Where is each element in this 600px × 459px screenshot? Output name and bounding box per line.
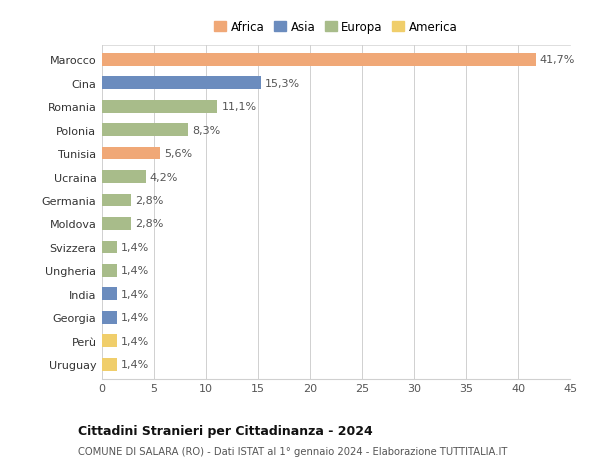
Text: 1,4%: 1,4% bbox=[121, 242, 149, 252]
Text: 1,4%: 1,4% bbox=[121, 336, 149, 346]
Bar bbox=[102, 54, 536, 67]
Bar bbox=[102, 147, 160, 160]
Text: 1,4%: 1,4% bbox=[121, 359, 149, 369]
Bar bbox=[102, 335, 116, 347]
Bar bbox=[102, 77, 261, 90]
Bar bbox=[102, 241, 116, 254]
Text: 41,7%: 41,7% bbox=[540, 55, 575, 65]
Text: 4,2%: 4,2% bbox=[150, 172, 178, 182]
Bar bbox=[102, 264, 116, 277]
Text: Cittadini Stranieri per Cittadinanza - 2024: Cittadini Stranieri per Cittadinanza - 2… bbox=[78, 425, 373, 437]
Text: 1,4%: 1,4% bbox=[121, 313, 149, 323]
Text: 2,8%: 2,8% bbox=[135, 196, 164, 206]
Bar bbox=[102, 124, 188, 137]
Text: 8,3%: 8,3% bbox=[193, 125, 221, 135]
Legend: Africa, Asia, Europa, America: Africa, Asia, Europa, America bbox=[212, 18, 460, 36]
Bar bbox=[102, 288, 116, 301]
Bar bbox=[102, 171, 146, 184]
Bar bbox=[102, 218, 131, 230]
Text: 1,4%: 1,4% bbox=[121, 266, 149, 276]
Text: 1,4%: 1,4% bbox=[121, 289, 149, 299]
Text: 11,1%: 11,1% bbox=[221, 102, 257, 112]
Bar bbox=[102, 311, 116, 324]
Text: 2,8%: 2,8% bbox=[135, 219, 164, 229]
Bar bbox=[102, 101, 217, 113]
Text: 15,3%: 15,3% bbox=[265, 78, 301, 89]
Text: COMUNE DI SALARA (RO) - Dati ISTAT al 1° gennaio 2024 - Elaborazione TUTTITALIA.: COMUNE DI SALARA (RO) - Dati ISTAT al 1°… bbox=[78, 446, 508, 456]
Bar bbox=[102, 358, 116, 371]
Text: 5,6%: 5,6% bbox=[164, 149, 193, 159]
Bar bbox=[102, 194, 131, 207]
